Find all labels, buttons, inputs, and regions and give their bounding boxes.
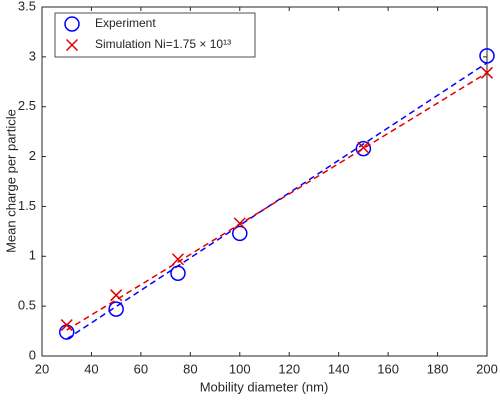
x-tick-label: 60 bbox=[134, 361, 148, 376]
y-tick-label: 1 bbox=[29, 248, 36, 263]
x-tick-label: 20 bbox=[35, 361, 49, 376]
marker bbox=[110, 289, 123, 302]
marker bbox=[60, 319, 73, 332]
marker bbox=[232, 225, 248, 242]
x-tick-label: 120 bbox=[278, 361, 300, 376]
legend-label: Simulation Ni=1.75 × 10¹³ bbox=[95, 37, 231, 51]
legend-marker bbox=[65, 38, 79, 52]
y-axis-label: Mean charge per particle bbox=[3, 109, 18, 253]
marker bbox=[170, 265, 186, 281]
x-tick-label: 80 bbox=[183, 361, 197, 376]
x-tick-label: 100 bbox=[229, 361, 251, 376]
marker bbox=[108, 301, 124, 317]
legend-box bbox=[54, 12, 256, 58]
x-tick-label: 140 bbox=[328, 361, 350, 376]
x-tick-label: 200 bbox=[476, 361, 498, 376]
y-tick-label: 3 bbox=[29, 48, 36, 63]
x-axis-label: Mobility diameter (nm) bbox=[200, 379, 329, 394]
legend-marker bbox=[64, 16, 80, 32]
marker bbox=[355, 140, 372, 157]
marker bbox=[480, 66, 494, 79]
x-tick-label: 180 bbox=[427, 361, 449, 376]
y-tick-label: 3.5 bbox=[18, 0, 36, 13]
y-tick-label: 0.5 bbox=[18, 298, 36, 313]
fit-line bbox=[66, 62, 488, 340]
marker bbox=[479, 48, 495, 64]
y-tick-label: 2.5 bbox=[18, 98, 36, 113]
marker bbox=[171, 253, 185, 266]
x-tick-label: 40 bbox=[84, 361, 98, 376]
plot-frame bbox=[41, 6, 488, 357]
y-tick-label: 2 bbox=[29, 148, 36, 163]
legend-label: Experiment bbox=[95, 16, 156, 30]
marker bbox=[357, 141, 370, 154]
x-tick-label: 160 bbox=[377, 361, 399, 376]
marker bbox=[233, 217, 246, 230]
y-tick-label: 1.5 bbox=[18, 198, 36, 213]
fit-line bbox=[66, 72, 488, 331]
y-tick-label: 0 bbox=[29, 347, 36, 362]
